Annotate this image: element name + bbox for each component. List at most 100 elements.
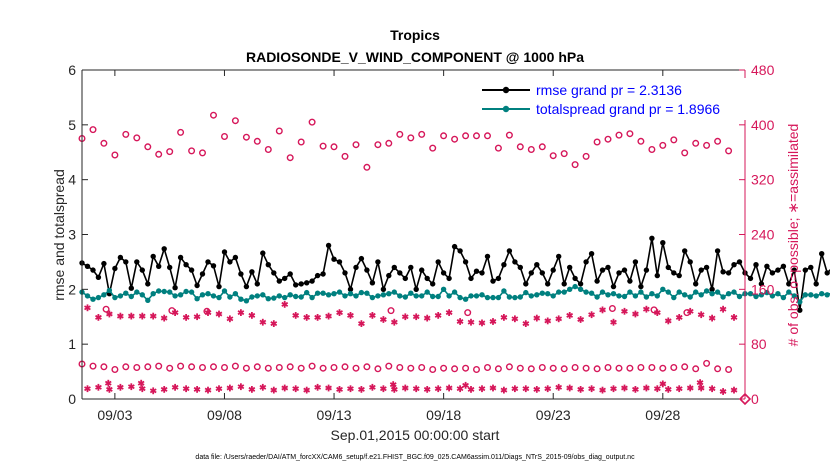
obs-possible-marker [144,143,152,151]
data-point-rmse [561,281,567,287]
obs-possible-marker [188,147,196,155]
obs-possible-marker [231,117,239,125]
obs-assimilated-marker [456,385,464,393]
data-point-spread [95,294,102,301]
data-point-spread [512,294,518,301]
obs-assimilated-marker [303,314,311,321]
data-point-rmse [528,270,534,276]
obs-possible-marker [188,363,196,371]
obs-possible-marker [155,362,163,370]
obs-assimilated-marker [555,315,563,323]
data-point-rmse [523,281,529,287]
data-point-spread [325,292,332,298]
obs-possible-marker [177,128,185,136]
obs-assimilated-marker [248,386,256,393]
data-point-spread [764,289,770,296]
obs-assimilated-marker [588,311,595,319]
data-point-rmse [473,268,480,274]
data-point-spread [747,291,754,297]
data-point-rmse [325,242,332,249]
data-point-spread [419,293,425,299]
data-point-spread [353,293,359,299]
data-point-spread [643,294,650,300]
obs-possible-marker [387,307,395,315]
data-point-rmse [747,275,754,282]
data-point-spread [117,293,124,299]
data-point-spread [550,293,556,299]
obs-assimilated-marker [719,388,727,395]
obs-assimilated-marker [697,311,705,319]
y-tick-label-left: 4 [68,172,76,188]
obs-assimilated-marker [708,385,716,393]
data-point-rmse [736,259,743,265]
data-point-rmse [512,259,518,265]
data-point-rmse [764,263,770,269]
data-point-rmse [676,272,682,279]
obs-assimilated-marker [412,313,420,321]
plot-background [82,70,745,399]
obs-possible-marker [725,147,733,155]
data-point-rmse [134,259,140,265]
data-point-spread [539,290,545,296]
obs-possible-marker [319,364,327,372]
obs-assimilated-marker [193,313,201,321]
data-point-spread [402,294,408,300]
obs-possible-marker [626,130,634,138]
obs-assimilated-marker [522,320,530,327]
obs-assimilated-marker [104,379,112,387]
chart-title: Tropics [390,27,440,43]
obs-assimilated-marker [434,312,442,319]
data-point-spread [468,293,474,299]
obs-assimilated-marker [412,385,420,393]
data-point-spread [128,293,134,300]
data-point-spread [199,292,206,298]
data-point-rmse [145,281,151,287]
obs-possible-marker [418,130,426,138]
obs-possible-marker [429,144,437,152]
obs-assimilated-marker [116,312,124,320]
data-point-rmse [556,253,562,260]
y-axis-label-left: rmse and totalspread [51,169,67,301]
data-point-rmse [698,267,704,273]
data-point-spread [282,294,288,301]
data-point-spread [824,292,830,298]
obs-possible-marker [374,365,382,373]
data-point-rmse [156,263,162,269]
obs-possible-marker [714,137,722,145]
data-point-rmse [386,272,392,279]
data-point-rmse [243,283,250,290]
obs-possible-marker [714,365,722,373]
data-point-spread [358,289,365,296]
obs-possible-marker [319,142,327,150]
data-point-rmse [495,275,502,282]
obs-assimilated-marker [390,386,398,393]
obs-possible-marker [670,136,678,144]
data-point-spread [682,292,688,298]
obs-possible-marker [155,150,163,158]
obs-assimilated-marker [237,383,245,391]
obs-possible-marker [494,144,502,152]
data-point-rmse [210,263,217,269]
data-point-spread [194,296,200,302]
obs-assimilated-marker [84,385,91,393]
obs-possible-marker [464,309,472,317]
obs-possible-marker [659,364,667,372]
obs-assimilated-marker [719,305,727,313]
data-point-spread [665,289,671,295]
data-point-spread [709,291,715,297]
data-point-rmse [369,280,376,286]
y-tick-label-right: 80 [751,336,767,352]
data-point-spread [221,288,228,294]
obs-assimilated-marker [632,310,639,318]
data-point-spread [304,289,310,296]
obs-assimilated-marker [511,315,519,323]
data-point-rmse [545,281,551,287]
data-point-rmse [643,267,650,273]
obs-assimilated-marker [193,386,201,393]
data-point-spread [506,294,513,300]
data-point-rmse [462,259,469,265]
obs-possible-marker [231,362,239,370]
data-point-rmse [347,286,354,292]
data-point-rmse [353,264,359,271]
obs-assimilated-marker [500,314,508,321]
